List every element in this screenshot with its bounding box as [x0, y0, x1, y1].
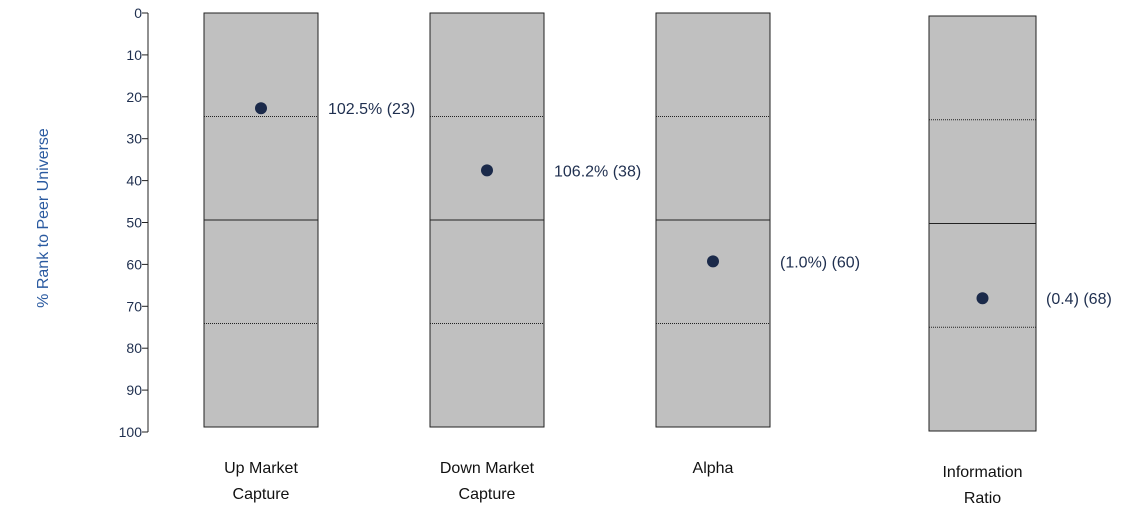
y-tick-label: 90	[126, 382, 142, 398]
rank-marker	[255, 102, 267, 115]
category-label: Capture	[233, 486, 290, 503]
y-tick-label: 60	[126, 256, 142, 272]
value-label: (1.0%) (60)	[780, 254, 860, 271]
y-tick-label: 100	[119, 424, 143, 440]
y-tick-label: 80	[126, 340, 142, 356]
value-label: 102.5% (23)	[328, 101, 415, 118]
category-label: Alpha	[693, 460, 734, 477]
rank-marker	[481, 164, 493, 177]
rank-marker	[976, 292, 989, 305]
rank-boxes: 102.5% (23) Up Market Capture 106.2% (38) Do…	[203, 12, 1112, 507]
y-tick-label: 10	[126, 47, 142, 63]
rank-box-group: (0.4) (68) Information Ratio	[928, 15, 1112, 507]
y-axis-label: % Rank to Peer Universe	[35, 128, 52, 308]
y-tick-label: 0	[134, 5, 142, 21]
y-tick-label: 20	[126, 89, 142, 105]
value-label: 106.2% (38)	[554, 163, 641, 180]
y-tick-label: 40	[126, 173, 142, 189]
rank-box-group: (1.0%) (60) Alpha	[655, 12, 860, 477]
category-label: Capture	[459, 486, 516, 503]
y-tick-label: 70	[126, 298, 142, 314]
y-tick-label: 30	[126, 131, 142, 147]
category-label: Down Market	[440, 460, 535, 477]
y-tick-label: 50	[126, 215, 142, 231]
category-label: Up Market	[224, 460, 298, 477]
category-label: Information	[942, 464, 1022, 481]
rank-marker	[707, 255, 719, 268]
category-label: Ratio	[964, 490, 1001, 507]
rank-box-group: 102.5% (23) Up Market Capture	[203, 12, 415, 503]
value-label: (0.4) (68)	[1046, 291, 1112, 308]
y-axis: 0 10 20 30 40 50 60 70 80 90 100	[119, 5, 149, 440]
rank-box-group: 106.2% (38) Down Market Capture	[429, 12, 641, 503]
